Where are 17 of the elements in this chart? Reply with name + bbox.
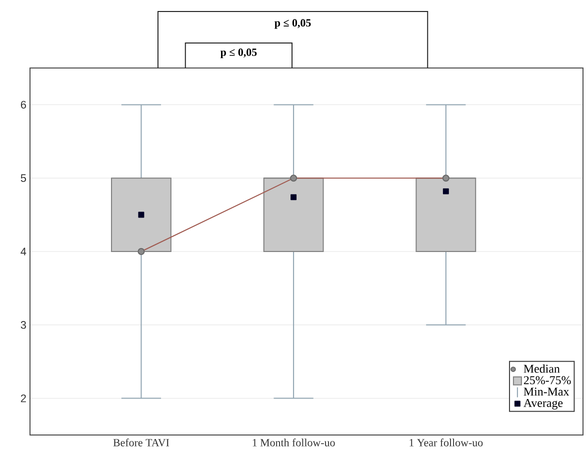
- y-tick-label: 5: [20, 174, 26, 182]
- legend-label: Median: [524, 364, 560, 373]
- point: [442, 188, 449, 194]
- point: [290, 194, 297, 200]
- text: p ≤ 0,05: [220, 48, 257, 58]
- x-tick-label: 1 Month follow-uo: [252, 438, 335, 446]
- y-tick-label: 3: [20, 321, 26, 329]
- y-tick-label: 2: [20, 394, 26, 402]
- x-tick-label: Before TAVI: [113, 438, 170, 446]
- legend-label: Average: [524, 399, 563, 410]
- y-tick-label: 6: [20, 100, 26, 109]
- annotation: Min-Max: [524, 388, 570, 396]
- text: p ≤ 0,05: [274, 19, 311, 29]
- point: [138, 212, 144, 218]
- x-tick-label: 1 Year follow-uo: [410, 438, 483, 446]
- legend-label: 25%-75%: [524, 376, 571, 384]
- y-tick-label: 4: [20, 248, 26, 256]
